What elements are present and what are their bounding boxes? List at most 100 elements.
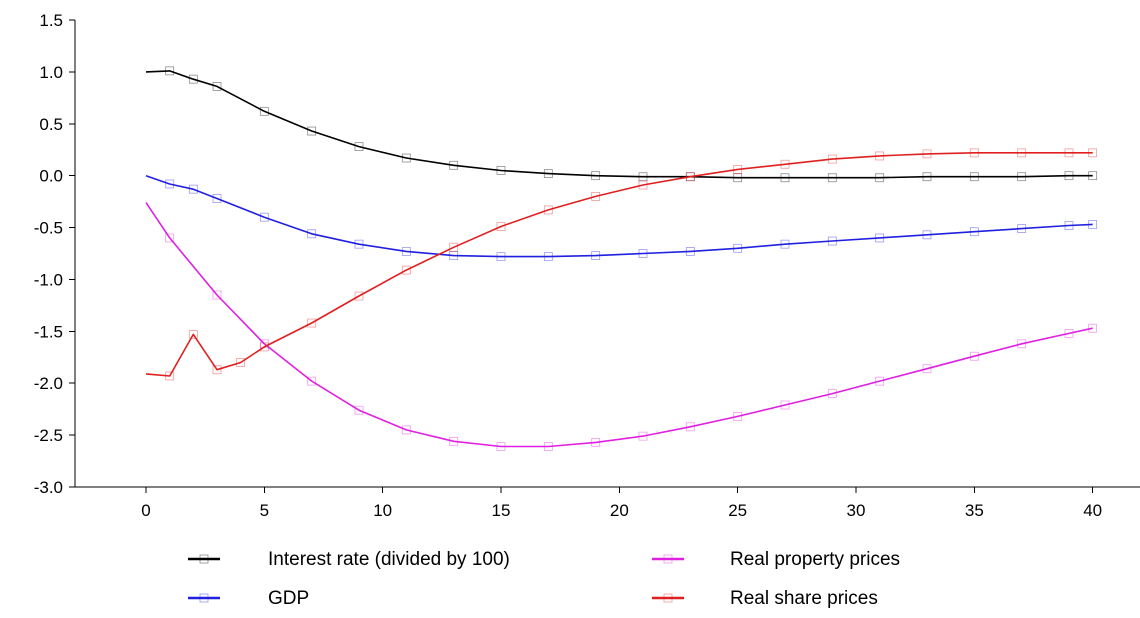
- data-point: [685, 172, 695, 182]
- data-point: [307, 126, 317, 136]
- data-point: [827, 154, 837, 164]
- data-point: [212, 194, 222, 203]
- data-point: [875, 173, 885, 183]
- y-tick-label: -3.0: [34, 478, 63, 497]
- data-point: [236, 358, 246, 367]
- data-point: [307, 318, 317, 328]
- series-line-gdp: [145, 174, 1093, 258]
- data-point: [780, 400, 790, 410]
- data-point: [543, 252, 553, 262]
- data-point: [496, 222, 506, 231]
- series-real-property-prices: [145, 202, 1098, 451]
- data-point: [401, 247, 411, 256]
- data-point: [638, 172, 648, 182]
- y-tick-label: 0.5: [39, 115, 63, 134]
- data-point: [685, 422, 695, 432]
- data-point: [543, 442, 553, 451]
- data-point: [591, 171, 601, 181]
- data-point: [1017, 172, 1027, 182]
- y-tick-label: -2.5: [34, 426, 63, 445]
- data-point: [1064, 148, 1074, 158]
- data-point: [496, 252, 506, 262]
- legend-marker: [199, 593, 209, 603]
- legend-item-real-share-prices: Real share prices: [652, 588, 878, 609]
- data-point: [638, 431, 648, 441]
- data-point: [685, 247, 695, 256]
- series-gdp: [145, 174, 1098, 262]
- data-point: [969, 172, 979, 182]
- data-point: [733, 165, 743, 174]
- y-tick-label: -1.5: [34, 322, 63, 341]
- legend-marker: [663, 593, 673, 603]
- data-point: [591, 251, 601, 260]
- data-point: [259, 212, 269, 222]
- data-point: [165, 66, 175, 76]
- series-real-share-prices: [145, 148, 1098, 381]
- y-tick-label: -0.5: [34, 219, 63, 238]
- x-tick-label: 0: [141, 501, 150, 520]
- series-interest-rate-divided-by-100: [145, 66, 1098, 183]
- data-point: [354, 291, 364, 301]
- data-point: [165, 233, 175, 243]
- data-point: [1064, 329, 1074, 338]
- data-point: [165, 179, 175, 189]
- data-point: [212, 365, 222, 375]
- data-point: [827, 389, 837, 399]
- data-point: [188, 74, 198, 84]
- data-point: [543, 205, 553, 215]
- x-tick-label: 30: [847, 501, 866, 520]
- data-point: [733, 173, 743, 183]
- data-point: [401, 153, 411, 163]
- axes: 1.5 1.0 0.5 0.0 -0.5 -1.0 -1.5 -2.0 -2.5 -3.0 0 5 10…: [34, 11, 1140, 520]
- legend-marker: [663, 554, 673, 564]
- legend-item-gdp: GDP: [188, 588, 309, 609]
- data-point: [307, 376, 317, 386]
- data-point: [1064, 171, 1074, 181]
- data-point: [922, 230, 932, 240]
- data-point: [922, 172, 932, 182]
- data-point: [401, 425, 411, 435]
- data-point: [780, 159, 790, 169]
- data-point: [969, 148, 979, 158]
- data-point: [780, 239, 790, 249]
- data-point: [259, 342, 269, 352]
- legend-item-interest-rate-divided-by-100: Interest rate (divided by 100): [188, 549, 510, 570]
- data-point: [354, 239, 364, 249]
- data-point: [354, 405, 364, 415]
- data-point: [922, 149, 932, 159]
- y-tick-label: 1.0: [39, 63, 63, 82]
- data-point: [827, 236, 837, 246]
- data-point: [449, 436, 459, 446]
- data-point: [496, 442, 506, 451]
- data-point: [1088, 148, 1098, 158]
- data-point: [188, 184, 198, 194]
- y-tick-label: 0.0: [39, 167, 63, 186]
- data-point: [638, 249, 648, 258]
- legend-label: GDP: [268, 588, 309, 609]
- legend-marker: [199, 554, 209, 564]
- data-point: [827, 173, 837, 183]
- data-point: [543, 169, 553, 178]
- data-point: [449, 242, 459, 252]
- data-point: [259, 106, 269, 116]
- data-point: [449, 160, 459, 170]
- series-layer: [145, 66, 1098, 451]
- data-point: [1017, 224, 1027, 233]
- data-point: [354, 142, 364, 152]
- data-point: [1088, 323, 1098, 333]
- data-point: [449, 251, 459, 260]
- data-point: [307, 229, 317, 239]
- legend-label: Real share prices: [730, 588, 878, 609]
- data-point: [188, 330, 198, 339]
- data-point: [591, 192, 601, 201]
- data-point: [875, 151, 885, 161]
- y-tick-label: 1.5: [39, 11, 63, 30]
- legend: Interest rate (divided by 100) GDP Real pr…: [188, 549, 900, 609]
- legend-label: Interest rate (divided by 100): [268, 549, 510, 570]
- data-point: [875, 376, 885, 386]
- data-point: [780, 173, 790, 183]
- data-point: [212, 290, 222, 300]
- series-line-real-property-prices: [145, 202, 1093, 448]
- legend-item-real-property-prices: Real property prices: [652, 549, 900, 570]
- data-point: [1017, 148, 1027, 158]
